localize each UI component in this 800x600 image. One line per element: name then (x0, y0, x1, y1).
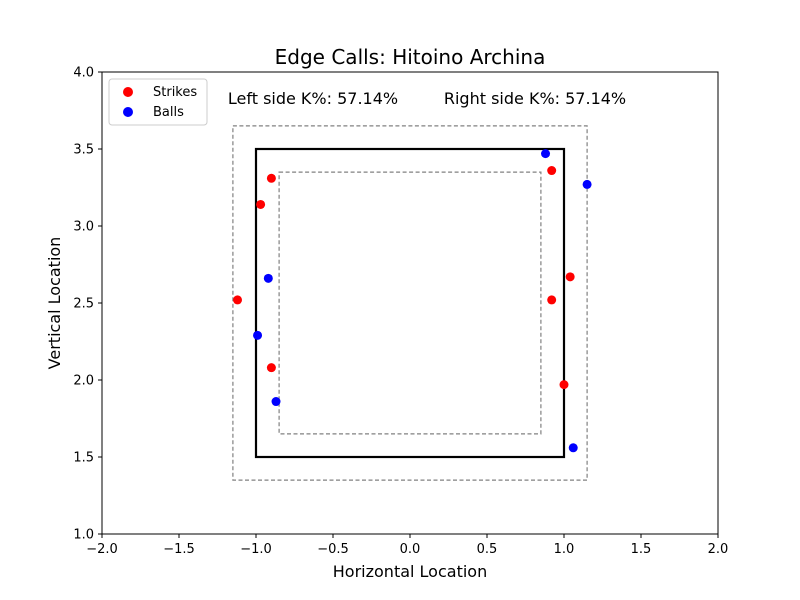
legend: Strikes Balls (108, 78, 208, 126)
legend-box (108, 78, 208, 126)
x-tick-label: −0.5 (317, 542, 349, 557)
y-axis-ticks: 1.0 1.5 2.0 2.5 3.0 3.5 4.0 (73, 66, 102, 543)
zone-layer (232, 125, 588, 481)
legend-marker-balls (123, 107, 133, 117)
point-strikes (233, 295, 243, 305)
y-axis-label: Vertical Location (45, 237, 64, 370)
x-tick-label: 2.0 (708, 542, 729, 557)
y-tick-label: 4.0 (73, 66, 94, 81)
x-tick-label: −1.0 (240, 542, 272, 557)
point-strikes (547, 166, 557, 176)
x-tick-label: 0.0 (400, 542, 421, 557)
y-tick-label: 1.0 (73, 528, 94, 543)
point-strikes (547, 295, 557, 305)
point-strikes (266, 363, 276, 373)
point-balls (541, 149, 551, 159)
point-balls (271, 397, 281, 407)
x-tick-label: 0.5 (477, 542, 498, 557)
point-balls (568, 443, 578, 453)
legend-label-strikes: Strikes (153, 85, 197, 100)
y-tick-label: 2.0 (73, 374, 94, 389)
points-layer (233, 149, 592, 453)
outer-edge-zone (232, 125, 588, 481)
inner-edge-zone (278, 171, 542, 435)
point-balls (263, 273, 273, 283)
legend-marker-strikes (123, 87, 133, 97)
point-balls (253, 330, 263, 340)
x-axis-label: Horizontal Location (333, 562, 487, 581)
x-tick-label: 1.5 (631, 542, 652, 557)
x-tick-label: 1.0 (554, 542, 575, 557)
chart-title: Edge Calls: Hitoino Archina (275, 45, 546, 69)
point-strikes (266, 173, 276, 183)
point-strikes (256, 199, 266, 209)
left-side-k-pct: Left side K%: 57.14% (228, 89, 398, 108)
strike-zone (254, 147, 566, 459)
x-axis-ticks: −2.0 −1.5 −1.0 −0.5 0.0 0.5 1.0 1.5 2.0 (86, 534, 728, 557)
x-tick-label: −1.5 (163, 542, 195, 557)
x-tick-label: −2.0 (86, 542, 118, 557)
y-tick-label: 2.5 (73, 297, 94, 312)
y-tick-label: 1.5 (73, 451, 94, 466)
point-balls (582, 179, 592, 189)
point-strikes (565, 272, 575, 282)
legend-label-balls: Balls (153, 105, 184, 120)
y-tick-label: 3.5 (73, 143, 94, 158)
right-side-k-pct: Right side K%: 57.14% (444, 89, 626, 108)
point-strikes (559, 380, 569, 390)
y-tick-label: 3.0 (73, 220, 94, 235)
